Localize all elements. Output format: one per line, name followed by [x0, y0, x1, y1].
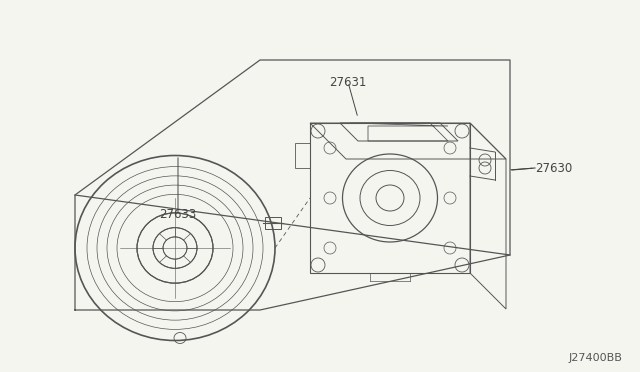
Text: 27630: 27630 — [535, 161, 572, 174]
Text: J27400BB: J27400BB — [568, 353, 622, 363]
Text: 27631: 27631 — [330, 76, 367, 89]
Text: 27633: 27633 — [159, 208, 196, 221]
